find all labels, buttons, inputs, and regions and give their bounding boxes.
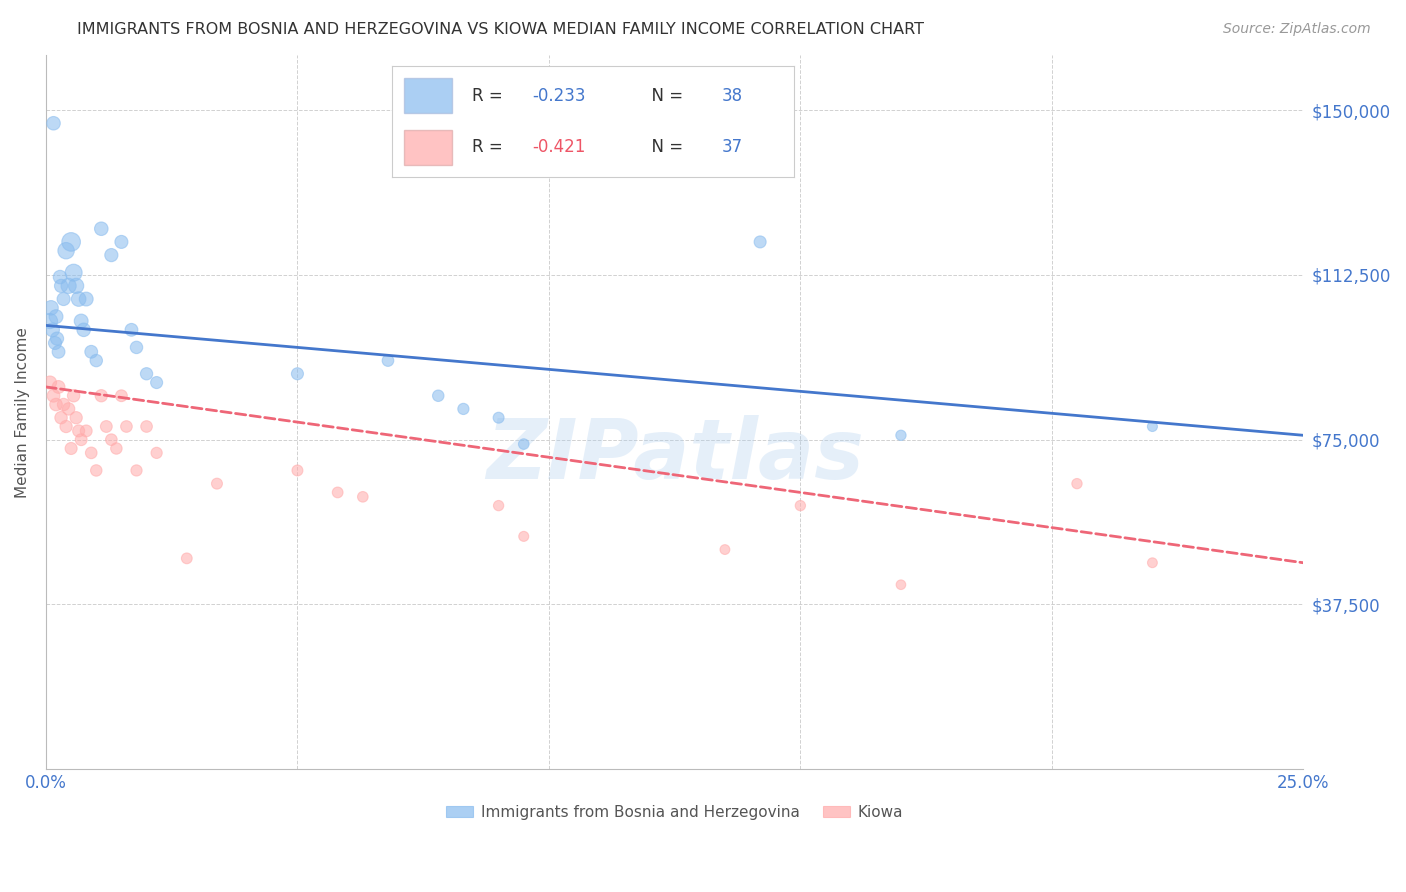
Point [39, 314, 62, 328]
Point [513, 437, 536, 451]
Point [55, 419, 77, 434]
Point [453, 401, 475, 416]
Point [110, 235, 132, 249]
Point [65, 410, 87, 425]
Point [145, 376, 167, 390]
Point [749, 235, 772, 249]
Point [145, 446, 167, 460]
Point [49, 410, 72, 425]
Point [90, 221, 112, 235]
Point [513, 529, 536, 543]
Point [42, 116, 65, 130]
Point [41, 323, 63, 337]
Point [176, 551, 198, 566]
Point [714, 542, 737, 557]
Point [52, 292, 75, 306]
Point [789, 499, 811, 513]
Point [49, 270, 72, 285]
Y-axis label: Median Family Income: Median Family Income [15, 326, 30, 498]
Point [135, 367, 157, 381]
Point [352, 490, 374, 504]
Point [1066, 476, 1088, 491]
Point [62, 266, 84, 280]
Point [70, 314, 93, 328]
Point [42, 389, 65, 403]
Point [488, 410, 510, 425]
Point [105, 442, 128, 456]
Point [80, 446, 103, 460]
Point [73, 323, 96, 337]
Point [48, 344, 70, 359]
Point [45, 398, 67, 412]
Point [84, 463, 107, 477]
Point [70, 433, 93, 447]
Point [1142, 419, 1164, 434]
Point [326, 485, 349, 500]
Point [48, 380, 70, 394]
Point [115, 419, 138, 434]
Point [890, 428, 912, 442]
Point [90, 389, 112, 403]
Point [488, 499, 510, 513]
Point [125, 463, 148, 477]
Point [39, 301, 62, 315]
Point [45, 310, 67, 324]
Text: IMMIGRANTS FROM BOSNIA AND HERZEGOVINA VS KIOWA MEDIAN FAMILY INCOME CORRELATION: IMMIGRANTS FROM BOSNIA AND HERZEGOVINA V… [77, 22, 924, 37]
Point [1142, 556, 1164, 570]
Point [100, 433, 122, 447]
Point [84, 353, 107, 368]
Point [205, 476, 228, 491]
Point [377, 353, 399, 368]
Point [110, 389, 132, 403]
Legend: Immigrants from Bosnia and Herzegovina, Kiowa: Immigrants from Bosnia and Herzegovina, … [440, 798, 910, 826]
Point [39, 376, 62, 390]
Point [49, 278, 72, 293]
Point [121, 323, 143, 337]
Point [67, 424, 90, 438]
Point [46, 332, 69, 346]
Text: ZIPatlas: ZIPatlas [485, 415, 863, 496]
Point [60, 442, 83, 456]
Text: Source: ZipAtlas.com: Source: ZipAtlas.com [1223, 22, 1371, 37]
Point [65, 278, 87, 293]
Point [100, 248, 122, 262]
Point [60, 235, 83, 249]
Point [75, 424, 97, 438]
Point [58, 401, 80, 416]
Point [287, 463, 309, 477]
Point [75, 292, 97, 306]
Point [287, 367, 309, 381]
Point [55, 244, 77, 258]
Point [44, 336, 66, 351]
Point [62, 389, 84, 403]
Point [96, 419, 118, 434]
Point [80, 344, 103, 359]
Point [67, 292, 90, 306]
Point [58, 278, 80, 293]
Point [427, 389, 450, 403]
Point [135, 419, 157, 434]
Point [52, 398, 75, 412]
Point [890, 578, 912, 592]
Point [125, 340, 148, 354]
